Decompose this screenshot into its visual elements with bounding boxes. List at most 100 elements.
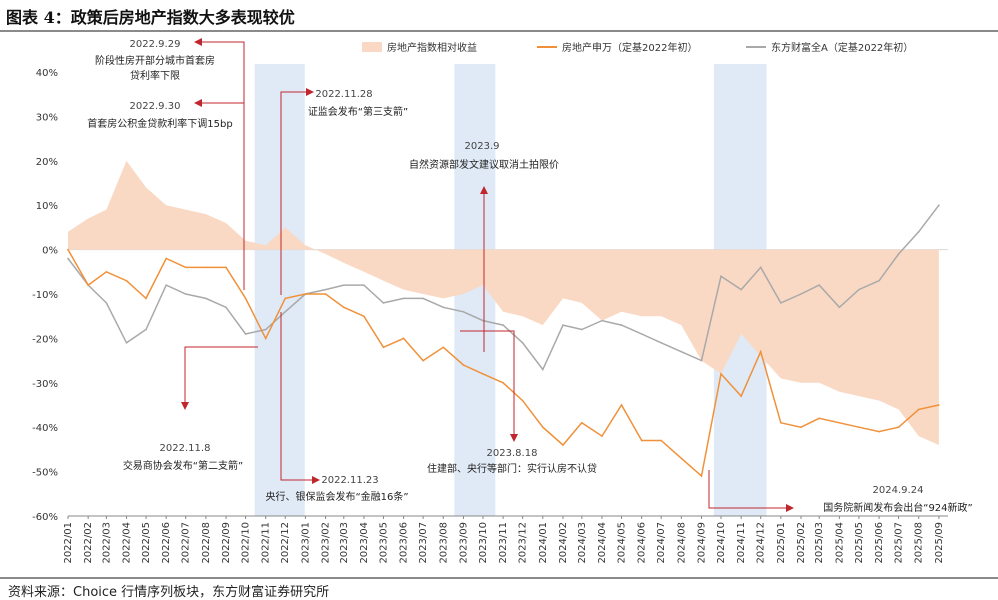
annotation-text: 央行、银保监会发布“金融16条” xyxy=(265,490,408,503)
series-eastmoney-a-line-point xyxy=(402,297,405,300)
series-property-index-line-point xyxy=(818,417,821,420)
y-tick-label: -60% xyxy=(32,512,58,523)
x-tick-label: 2023/01 xyxy=(300,522,311,564)
annotation-text-line: 阶段性房开部分城市首套房 xyxy=(95,54,215,67)
series-property-index-line-point xyxy=(740,395,742,397)
series-property-index-line-point xyxy=(125,279,128,282)
x-tick-label: 2025/05 xyxy=(854,522,865,564)
series-eastmoney-a-line-point xyxy=(125,342,128,344)
series-eastmoney-a-line-point xyxy=(244,333,247,335)
series-eastmoney-a-line-point xyxy=(680,350,683,353)
series-eastmoney-a-line-point xyxy=(897,253,900,255)
x-tick-label: 2024/07 xyxy=(656,522,667,564)
series-property-index-line-point xyxy=(184,266,187,269)
series-eastmoney-a-line-point xyxy=(284,310,287,313)
x-tick-label: 2024/04 xyxy=(597,522,608,564)
annotation-date: 2022.11.28 xyxy=(315,89,372,100)
series-property-index-line-point xyxy=(205,266,207,269)
x-tick-label: 2024/09 xyxy=(696,522,707,564)
series-eastmoney-a-line-point xyxy=(740,288,742,291)
x-tick-label: 2022/05 xyxy=(141,522,152,564)
series-eastmoney-a-line-point xyxy=(165,284,168,286)
series-eastmoney-a-line-point xyxy=(620,324,623,326)
series-property-index-line-point xyxy=(502,382,504,384)
x-tick-label: 2023/07 xyxy=(418,522,429,564)
series-property-index-line-point xyxy=(284,297,287,300)
series-eastmoney-a-line-point xyxy=(780,302,782,304)
x-tick-label: 2022/06 xyxy=(161,522,172,564)
legend-swatch-area xyxy=(362,42,382,52)
x-tick-label: 2022/02 xyxy=(83,522,94,564)
relative-return-area xyxy=(68,160,939,446)
top-rule xyxy=(0,30,998,32)
series-property-index-line-point xyxy=(225,266,227,269)
x-tick-label: 2022/04 xyxy=(122,522,133,564)
series-eastmoney-a-line-point xyxy=(442,306,445,309)
series-property-index-line-point xyxy=(601,435,603,437)
series-eastmoney-a-line-point xyxy=(581,328,583,331)
series-property-index-line-point xyxy=(541,426,544,429)
annotation-text: 交易商协会发布“第二支箭” xyxy=(123,459,243,472)
series-property-index-line-point xyxy=(878,430,880,433)
x-tick-label: 2023/05 xyxy=(378,522,389,564)
series-property-index-line-point xyxy=(897,426,900,429)
x-tick-label: 2023/04 xyxy=(359,522,370,564)
annotation-text-line: 贷利率下限 xyxy=(130,69,180,82)
x-tick-label: 2022/03 xyxy=(101,522,112,564)
series-property-index-line-point xyxy=(422,359,424,362)
series-eastmoney-a-line-point xyxy=(917,231,920,233)
annotation-text: 住建部、央行等部门：实行认房不认贷 xyxy=(427,462,597,475)
legend-label-eastmoney: 东方财富全A（定基2022年初） xyxy=(771,41,913,54)
series-property-index-line-point xyxy=(402,337,405,340)
x-tick-label: 2022/10 xyxy=(241,522,252,564)
series-eastmoney-a-line-point xyxy=(342,284,345,286)
series-eastmoney-a-line-point xyxy=(818,284,821,286)
series-property-index-line-point xyxy=(660,439,662,442)
series-property-index-line-point xyxy=(442,346,445,349)
series-eastmoney-a-line-point xyxy=(205,297,207,300)
series-eastmoney-a-line-point xyxy=(858,288,860,291)
series-eastmoney-a-line-point xyxy=(720,275,722,278)
annotation-text: 自然资源部发文建议取消土拍限价 xyxy=(409,158,559,171)
y-tick-label: 30% xyxy=(36,112,58,123)
annotation-date: 2023.9 xyxy=(465,141,500,152)
x-tick-label: 2024/12 xyxy=(756,522,767,564)
x-tick-label: 2024/10 xyxy=(716,522,727,564)
arrow-2023-8-18 xyxy=(460,330,518,442)
series-eastmoney-a-line-point xyxy=(878,279,880,282)
x-tick-label: 2022/09 xyxy=(221,522,232,564)
bottom-rule xyxy=(0,577,998,579)
series-property-index-line-point xyxy=(562,444,564,446)
x-tick-label: 2023/09 xyxy=(458,522,469,564)
arrow-2024-9-24 xyxy=(708,470,794,512)
series-eastmoney-a-line-point xyxy=(521,342,524,344)
series-property-index-line-point xyxy=(304,293,307,295)
series-eastmoney-a-line-point xyxy=(541,368,544,371)
series-eastmoney-a-line-point xyxy=(324,288,327,291)
annotation-date: 2022.11.23 xyxy=(321,475,378,486)
series-property-index-line-point xyxy=(165,257,168,260)
y-tick-label: 10% xyxy=(36,201,58,212)
source-note: 资料来源：Choice 行情序列板块，东方财富证券研究所 xyxy=(8,585,330,600)
arrow-2022-11-23 xyxy=(280,312,320,484)
series-eastmoney-a-line-point xyxy=(640,333,643,335)
series-property-index-line-point xyxy=(640,439,643,442)
annotation-text: 证监会发布“第三支箭” xyxy=(308,105,408,118)
x-tick-label: 2025/01 xyxy=(776,522,787,564)
x-tick-label: 2023/06 xyxy=(399,522,410,564)
series-property-index-line-point xyxy=(324,293,327,295)
series-property-index-line-point xyxy=(938,404,940,406)
y-tick-label: 0% xyxy=(42,246,58,257)
annotation-date: 2022.9.29 xyxy=(130,39,181,50)
series-eastmoney-a-line-point xyxy=(800,293,802,295)
annotation-date: 2024.9.24 xyxy=(873,485,924,496)
x-tick-label: 2022/07 xyxy=(181,522,192,564)
annotation-text: 首套房公积金贷款利率下调15bp xyxy=(87,117,232,130)
annotation-date: 2023.8.18 xyxy=(487,448,538,459)
series-lines xyxy=(67,204,940,478)
y-tick-label: 20% xyxy=(36,157,58,168)
series-property-index-line-point xyxy=(759,350,762,353)
series-eastmoney-a-line-point xyxy=(838,306,841,309)
series-property-index-line-point xyxy=(244,297,247,300)
